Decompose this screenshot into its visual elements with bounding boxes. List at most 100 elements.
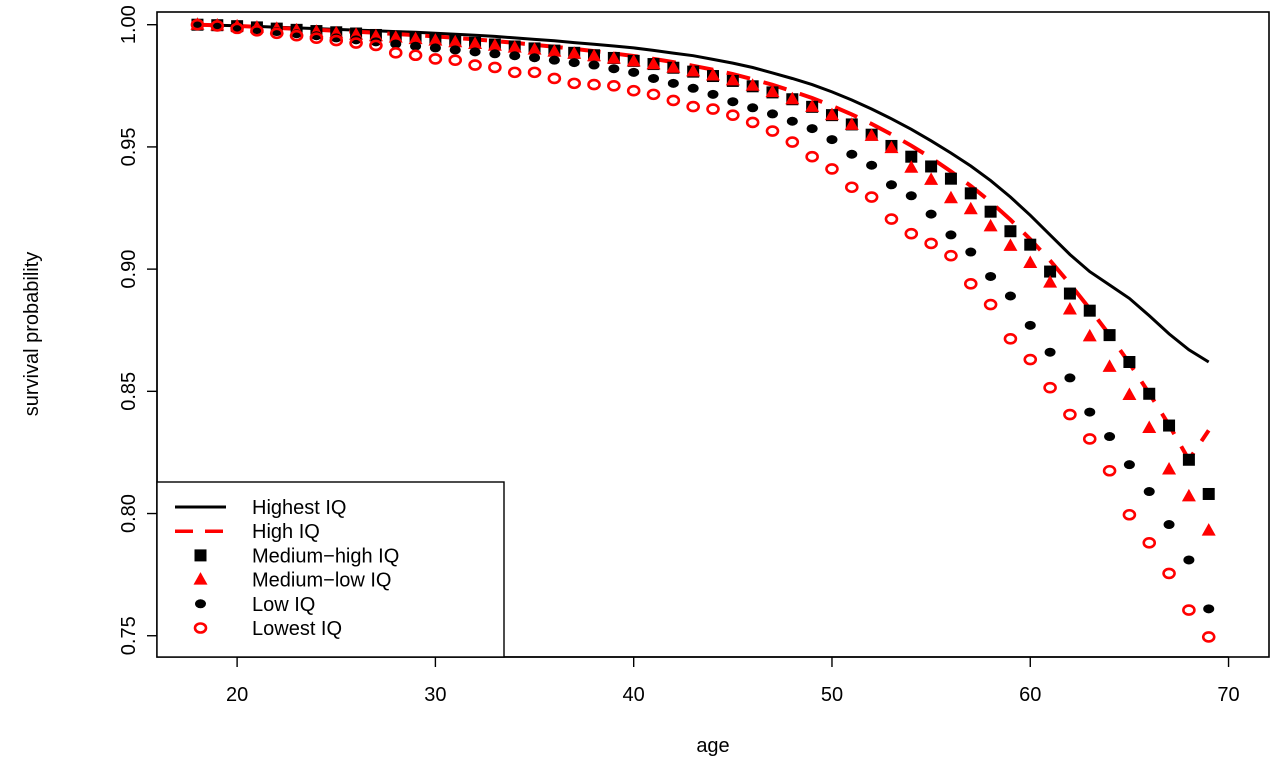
data-point [368,28,383,42]
data-point [667,78,679,88]
data-point [905,150,918,163]
data-point [943,190,958,204]
data-point [489,49,501,59]
data-point [1023,255,1038,269]
data-point [1103,329,1116,342]
data-point [1163,419,1176,432]
data-point [1182,453,1195,466]
data-point [945,230,957,240]
data-point [289,29,304,42]
data-point [965,247,977,257]
data-point [1062,301,1077,315]
data-point [706,68,720,81]
data-point [527,66,542,79]
data-point [548,55,560,65]
data-point [786,116,798,126]
data-point [844,117,859,130]
data-point [805,150,819,163]
data-point [210,20,225,32]
data-point [924,237,938,250]
data-point [1123,355,1136,368]
data-point [1122,387,1137,400]
x-tick-label: 30 [424,684,446,706]
x-tick-label: 60 [1019,684,1041,706]
data-point [587,78,601,91]
data-point [1082,328,1097,342]
data-point [766,109,778,119]
y-tick-label: 1.00 [118,5,140,44]
data-point [1162,567,1176,580]
data-point [1064,373,1076,383]
data-point [507,66,522,79]
data-point [884,213,899,225]
data-point [726,109,740,121]
legend-item: Lowest IQ [193,618,342,640]
legend-label: Lowest IQ [252,618,342,640]
data-point [864,128,879,141]
y-tick-label: 0.80 [118,494,140,533]
data-point [963,201,978,215]
data-point [568,58,580,68]
data-point [350,35,362,45]
data-point [388,30,403,43]
data-point [1142,420,1157,433]
data-point [765,125,780,137]
data-point [905,191,917,201]
data-point [567,46,582,59]
data-point [349,37,363,49]
data-point [390,39,402,49]
data-point [846,149,858,159]
data-point [686,100,700,113]
data-point [707,89,719,99]
data-point [1182,604,1196,616]
data-point [1102,359,1117,372]
data-point [985,271,997,281]
legend-item: Highest IQ [175,497,346,519]
legend-swatch [194,549,207,562]
x-tick-label: 20 [226,684,248,706]
data-point [1044,347,1056,357]
data-point [369,39,383,52]
data-point [1163,520,1175,530]
data-point [805,99,820,112]
data-point [745,116,760,129]
data-point [925,209,937,219]
data-point [885,180,897,190]
data-point [1143,487,1155,497]
data-point [547,72,562,85]
data-point [845,181,859,194]
data-point [1162,462,1177,475]
legend-label: Medium−low IQ [252,570,392,592]
y-tick-label: 0.90 [118,250,140,289]
data-point [507,40,522,53]
data-point [944,249,958,262]
data-point [408,31,423,45]
y-axis-title: survival probability [21,252,43,417]
x-tick-label: 50 [821,684,843,706]
data-point [329,34,344,47]
series-low-iq [191,20,1215,614]
data-point [963,277,978,290]
data-point [448,34,463,48]
data-point [587,48,602,62]
data-point [904,227,919,240]
x-axis: 20 30 40 50 60 70 [226,656,1240,706]
y-tick-label: 0.95 [118,127,140,166]
data-point [1003,238,1018,251]
data-point [509,51,521,61]
data-point [1024,320,1036,330]
data-point [468,59,482,71]
data-point [1083,304,1096,317]
data-point [944,172,957,185]
data-point [864,191,879,203]
data-point [1082,433,1097,445]
x-axis-title: age [696,735,729,757]
legend-swatch [195,599,206,609]
x-tick-label: 40 [623,684,645,706]
data-point [408,49,423,62]
data-point [1043,275,1058,288]
data-point [1044,265,1057,278]
data-point [727,97,739,107]
